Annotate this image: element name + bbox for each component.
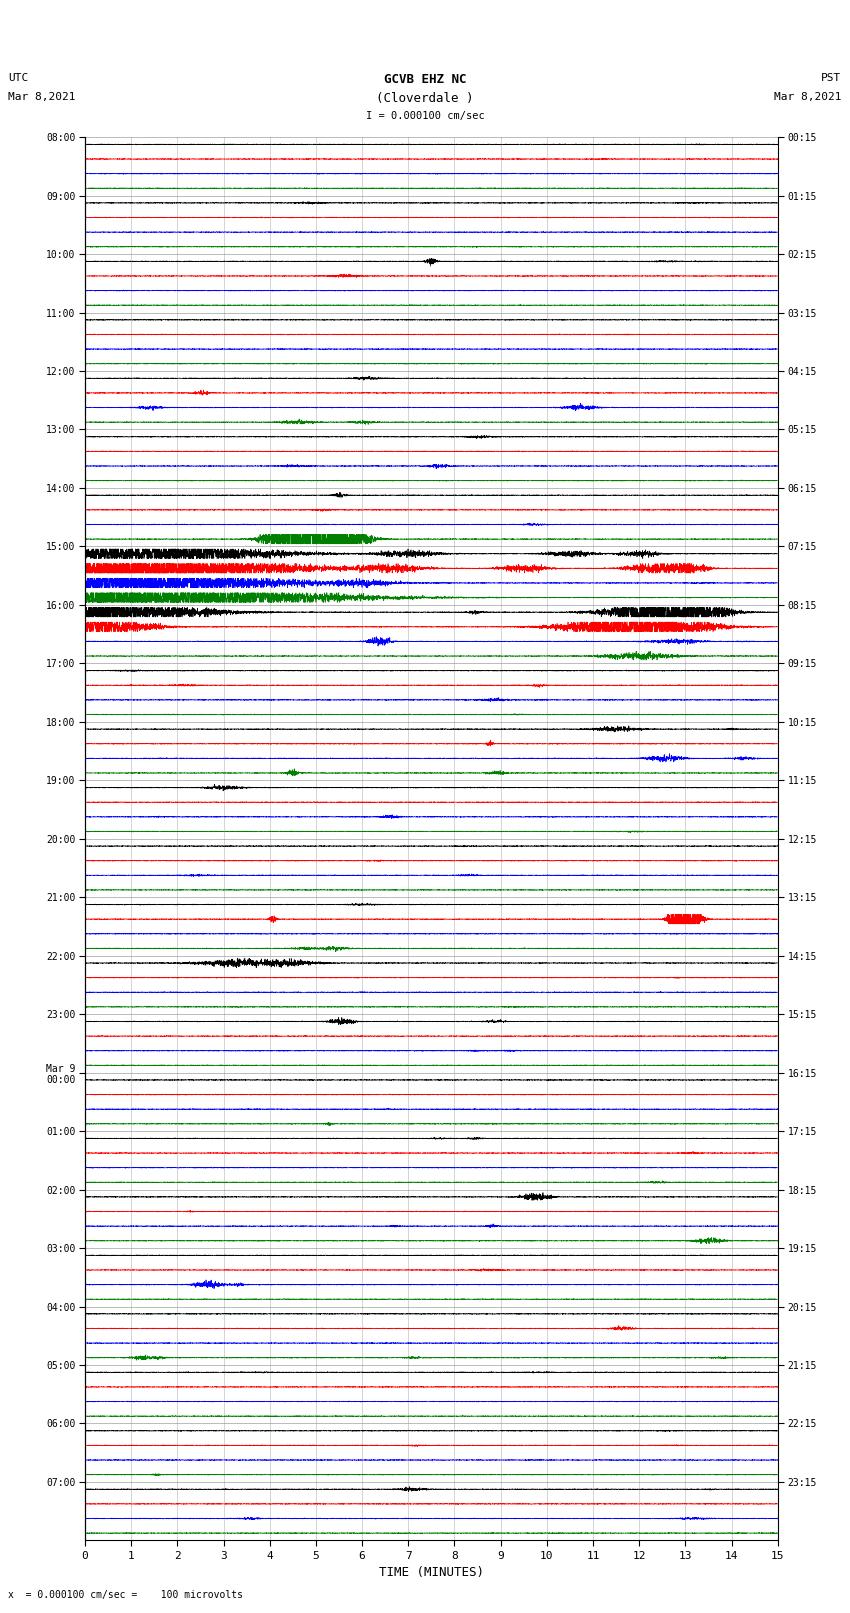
Text: GCVB EHZ NC: GCVB EHZ NC <box>383 73 467 85</box>
Text: UTC: UTC <box>8 73 29 82</box>
Text: Mar 8,2021: Mar 8,2021 <box>774 92 842 102</box>
Text: x  = 0.000100 cm/sec =    100 microvolts: x = 0.000100 cm/sec = 100 microvolts <box>8 1590 243 1600</box>
Text: I = 0.000100 cm/sec: I = 0.000100 cm/sec <box>366 111 484 121</box>
Text: Mar 8,2021: Mar 8,2021 <box>8 92 76 102</box>
X-axis label: TIME (MINUTES): TIME (MINUTES) <box>379 1566 484 1579</box>
Text: (Cloverdale ): (Cloverdale ) <box>377 92 473 105</box>
Text: PST: PST <box>821 73 842 82</box>
